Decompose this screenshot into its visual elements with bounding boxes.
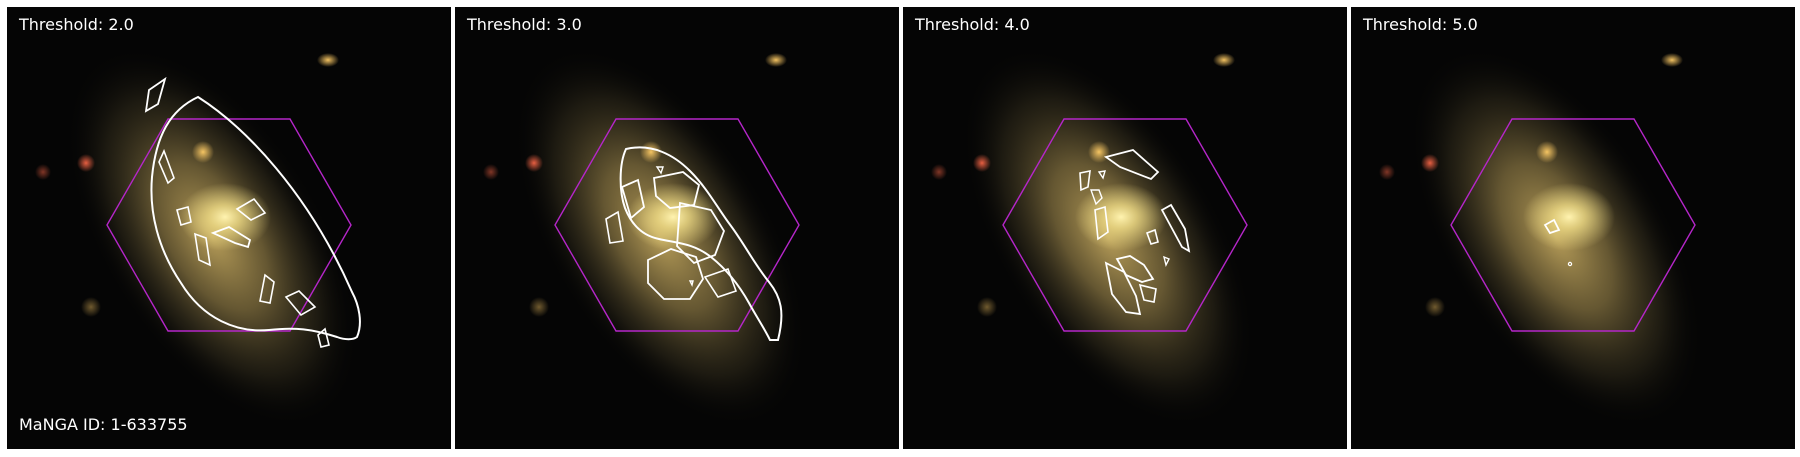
faint-red-source xyxy=(483,164,499,180)
foreground-star xyxy=(1088,141,1110,163)
background-star xyxy=(1213,53,1235,67)
panel-threshold-5: Threshold: 5.0 xyxy=(1351,7,1795,449)
galaxy-image-3 xyxy=(903,7,1347,449)
contour-line xyxy=(676,201,725,265)
red-source xyxy=(973,154,991,172)
threshold-label: Threshold: 3.0 xyxy=(467,15,582,34)
foreground-star xyxy=(192,141,214,163)
contour-line xyxy=(619,146,783,341)
red-source xyxy=(525,154,543,172)
background-star xyxy=(317,53,339,67)
galaxy-core xyxy=(1075,183,1167,251)
contour-line xyxy=(653,171,701,209)
contour-line xyxy=(1162,255,1170,268)
galaxy-core xyxy=(1523,183,1615,251)
faint-red-source xyxy=(1379,164,1395,180)
faint-star xyxy=(1425,297,1445,317)
galaxy-image-2 xyxy=(455,7,899,449)
contour-line xyxy=(1543,218,1561,235)
contour-line xyxy=(605,210,624,244)
galaxy-image-4 xyxy=(1351,7,1795,449)
contour-line xyxy=(194,232,212,267)
galaxy-image-1 xyxy=(7,7,451,449)
contour-line xyxy=(1090,189,1103,206)
contour-line xyxy=(235,197,267,221)
contour-line xyxy=(176,206,192,227)
threshold-label: Threshold: 5.0 xyxy=(1363,15,1478,34)
panel-threshold-3: Threshold: 3.0 xyxy=(455,7,899,449)
contour-line xyxy=(1567,261,1573,267)
red-source xyxy=(1421,154,1439,172)
contour-line xyxy=(1160,203,1191,253)
faint-star xyxy=(81,297,101,317)
contour-line xyxy=(144,76,167,113)
ifu-hexagon xyxy=(106,118,352,332)
threshold-label: Threshold: 4.0 xyxy=(915,15,1030,34)
contour-line xyxy=(688,280,694,288)
contour-line xyxy=(1097,170,1106,180)
foreground-star xyxy=(640,141,662,163)
contour-line xyxy=(1079,169,1091,192)
ifu-hexagon xyxy=(1002,118,1248,332)
contour-line xyxy=(647,248,704,300)
contour-line xyxy=(655,166,664,175)
contour-line xyxy=(284,290,317,317)
ifu-hexagon xyxy=(1450,118,1696,332)
contour-line xyxy=(150,95,361,341)
manga-id-label: MaNGA ID: 1-633755 xyxy=(19,415,188,434)
contour-line xyxy=(210,226,252,249)
threshold-label: Threshold: 2.0 xyxy=(19,15,134,34)
panel-threshold-2: Threshold: 2.0 MaNGA ID: 1-633755 xyxy=(7,7,451,449)
red-source xyxy=(77,154,95,172)
faint-red-source xyxy=(35,164,51,180)
contour-line xyxy=(259,273,275,304)
galaxy-core xyxy=(179,183,271,251)
faint-star xyxy=(977,297,997,317)
contour-line xyxy=(620,178,645,220)
contour-line xyxy=(1104,261,1142,316)
ifu-hexagon xyxy=(554,118,800,332)
faint-red-source xyxy=(931,164,947,180)
contour-line xyxy=(1138,283,1157,303)
contour-line xyxy=(1145,228,1159,245)
background-star xyxy=(765,53,787,67)
contour-line xyxy=(1103,149,1160,181)
faint-star xyxy=(529,297,549,317)
foreground-star xyxy=(1536,141,1558,163)
contour-line xyxy=(703,267,738,298)
contour-line xyxy=(1094,205,1109,241)
background-star xyxy=(1661,53,1683,67)
contour-line xyxy=(158,148,175,185)
panel-threshold-4: Threshold: 4.0 xyxy=(903,7,1347,449)
contour-line xyxy=(317,327,330,348)
